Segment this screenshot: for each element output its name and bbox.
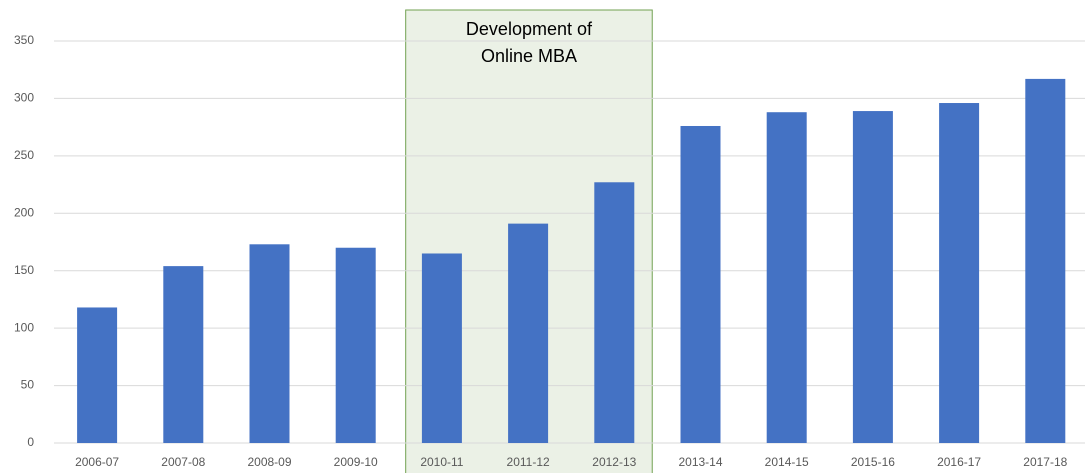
y-tick-label: 250: [14, 148, 34, 162]
x-tick-label: 2012-13: [592, 455, 636, 469]
x-tick-label: 2009-10: [334, 455, 378, 469]
annotation: Online MBA: [481, 46, 577, 66]
bar: [766, 112, 807, 443]
y-tick-label: 200: [14, 205, 34, 219]
x-tick-label: 2015-16: [851, 455, 895, 469]
bar: [77, 307, 118, 443]
y-tick-label: 150: [14, 263, 34, 277]
y-tick-label: 300: [14, 91, 34, 105]
bar: [508, 223, 549, 443]
bar: [1025, 78, 1066, 443]
annotation: Development of: [466, 19, 593, 39]
bar: [163, 266, 204, 443]
bar: [680, 125, 721, 443]
y-tick-label: 50: [21, 378, 35, 392]
bar: [594, 182, 635, 443]
bar: [335, 247, 376, 443]
y-tick-label: 350: [14, 33, 34, 47]
x-tick-label: 2007-08: [161, 455, 205, 469]
x-tick-label: 2011-12: [507, 455, 550, 469]
y-tick-label: 0: [27, 435, 34, 449]
x-tick-label: 2006-07: [75, 455, 119, 469]
x-tick-label: 2010-11: [420, 455, 463, 469]
bar: [249, 244, 290, 443]
x-tick-label: 2016-17: [937, 455, 981, 469]
bar: [421, 253, 462, 443]
bar: [939, 103, 980, 443]
x-tick-label: 2013-14: [678, 455, 722, 469]
x-tick-label: 2017-18: [1023, 455, 1067, 469]
x-tick-label: 2014-15: [765, 455, 809, 469]
bar: [852, 111, 893, 443]
x-tick-label: 2008-09: [247, 455, 291, 469]
y-tick-label: 100: [14, 320, 34, 334]
